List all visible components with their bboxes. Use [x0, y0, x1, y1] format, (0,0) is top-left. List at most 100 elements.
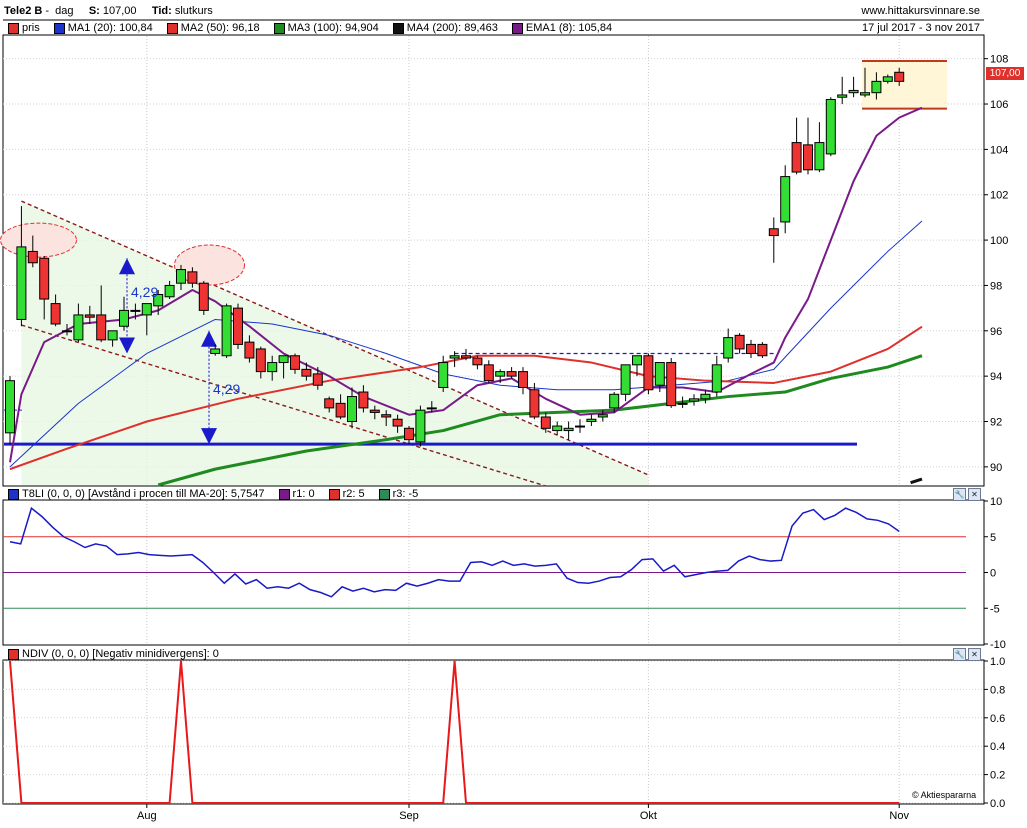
candle-body	[666, 362, 677, 407]
candle-body	[654, 362, 665, 386]
candle-body	[449, 355, 460, 359]
last-price-tag: 107,00	[986, 67, 1024, 80]
ma200-line	[910, 477, 923, 485]
candle-body	[563, 427, 574, 432]
legend-swatch	[273, 22, 285, 34]
ndiv-legend: NDIV (0, 0, 0) [Negativ minidivergens]: …	[4, 647, 984, 661]
legend-swatch	[8, 488, 19, 500]
arrow-down-icon	[201, 428, 217, 445]
price-label: S:	[88, 5, 100, 17]
watermark: © Aktiespararna	[912, 790, 977, 800]
legend-label: MA4 (200): 89,463	[406, 22, 498, 34]
candle-body	[768, 228, 779, 237]
candle-body	[814, 142, 825, 171]
candle-body	[312, 373, 323, 386]
legend-item: MA2 (50): 96,18	[163, 22, 260, 34]
y-tick-label: 96	[990, 326, 1002, 338]
candle-body	[335, 402, 346, 418]
y-tick-label: 100	[990, 235, 1008, 247]
candle-body	[290, 355, 300, 370]
candle-body	[461, 355, 471, 359]
oscillator-legend: T8LI (0, 0, 0) [Avstånd i procen till MA…	[4, 487, 984, 501]
legend-item: MA1 (20): 100,84	[50, 22, 153, 34]
candle-body	[529, 389, 540, 418]
y-tick-label: 108	[990, 54, 1008, 66]
close-icon[interactable]: ✕	[968, 488, 981, 501]
legend-swatch	[278, 488, 290, 500]
candle-body	[472, 357, 483, 366]
candle-body	[381, 414, 392, 418]
y-tick-label: -10	[990, 639, 1006, 651]
candle-body	[50, 303, 61, 325]
candle-body	[757, 343, 768, 357]
candle-body	[632, 355, 642, 366]
legend-swatch	[392, 22, 404, 34]
candle-body	[848, 89, 859, 94]
y-tick-label: 94	[990, 371, 1002, 383]
y-tick-label: -5	[990, 603, 1000, 615]
legend-item: r1: 0	[275, 488, 315, 500]
candle-body	[894, 71, 905, 82]
candle-body	[483, 364, 494, 382]
y-tick-label: 5	[990, 532, 996, 544]
candle-body	[176, 269, 186, 284]
candle-body	[16, 246, 27, 320]
candle-body	[609, 393, 620, 409]
candle-body	[426, 407, 437, 410]
candle-body	[392, 418, 403, 427]
candle-body	[141, 303, 152, 316]
legend-item: r3: -5	[375, 488, 418, 500]
legend-item: r2: 5	[325, 488, 365, 500]
candle-body	[39, 257, 50, 300]
candle-body	[73, 314, 84, 341]
symbol-name: Tele2 B	[4, 5, 43, 17]
candle-body	[84, 314, 95, 318]
candle-body	[415, 409, 426, 443]
candle-body	[153, 294, 164, 307]
site-link[interactable]: www.hittakursvinnare.se	[861, 5, 980, 17]
candle-body	[210, 348, 221, 354]
legend-label: MA3 (100): 94,904	[287, 22, 379, 34]
candle-body	[278, 355, 289, 364]
highlight-ellipse	[0, 222, 77, 258]
legend-label: MA2 (50): 96,18	[180, 22, 260, 34]
candle-body	[597, 414, 608, 418]
legend-label: MA1 (20): 100,84	[67, 22, 153, 34]
candle-body	[575, 425, 585, 428]
close-icon[interactable]: ✕	[968, 648, 981, 661]
candle-body	[677, 402, 688, 405]
legend-swatch	[378, 488, 390, 500]
candle-body	[643, 355, 654, 391]
legend-label: r2: 5	[342, 488, 365, 500]
y-tick-label: 92	[990, 417, 1002, 429]
t8li-line	[9, 506, 900, 598]
candle-body	[233, 307, 243, 345]
measure-label-lower: 4,29	[213, 381, 241, 397]
y-tick-label: 104	[990, 144, 1008, 156]
y-tick-label: 0.2	[990, 770, 1005, 782]
candle-body	[221, 305, 232, 357]
y-tick-label: 1.0	[990, 656, 1005, 668]
candle-body	[96, 314, 107, 341]
wrench-icon[interactable]: 🔧	[953, 648, 966, 661]
header-separator: -	[45, 5, 50, 17]
legend-label: r1: 0	[292, 488, 315, 500]
wrench-icon[interactable]: 🔧	[953, 488, 966, 501]
candle-body	[187, 271, 198, 284]
candle-body	[746, 343, 756, 354]
ndiv-line	[9, 660, 900, 804]
candle-body	[689, 398, 699, 402]
candle-body	[164, 284, 175, 298]
y-tick-label: 0.0	[990, 798, 1005, 810]
candle-body	[347, 396, 357, 423]
y-tick-label: 102	[990, 190, 1008, 202]
x-tick-label: Sep	[399, 810, 419, 822]
candle-body	[358, 391, 369, 409]
candle-body	[506, 371, 517, 377]
measure-label-upper: 4,29	[131, 284, 159, 300]
candle-body	[324, 398, 335, 409]
candle-body	[27, 250, 38, 264]
candle-body	[255, 348, 266, 373]
legend-swatch	[8, 648, 19, 660]
